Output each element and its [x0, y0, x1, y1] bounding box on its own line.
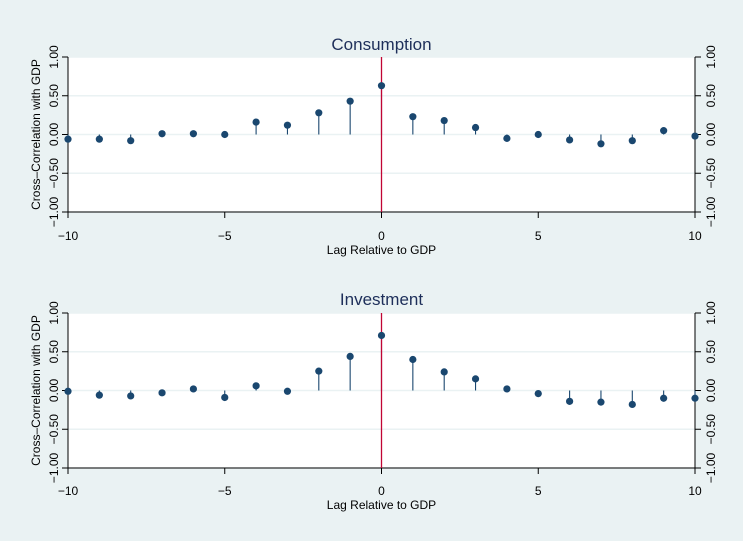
y-tick-label-right: −1.00	[704, 196, 718, 227]
x-tick-label: −10	[58, 229, 79, 243]
data-point	[409, 355, 417, 364]
data-point	[221, 393, 229, 402]
data-point	[597, 140, 605, 148]
y-tick-label-right: 0.50	[704, 84, 718, 108]
data-point	[158, 130, 166, 138]
data-point	[566, 397, 574, 405]
data-point	[127, 137, 135, 145]
chart-title: Investment	[340, 290, 423, 309]
data-point	[660, 127, 668, 135]
y-tick-label-left: 1.00	[47, 45, 61, 69]
y-tick-label-left: −1.00	[47, 452, 61, 483]
data-point	[628, 137, 636, 145]
data-point	[534, 390, 542, 398]
x-axis-title: Lag Relative to GDP	[327, 243, 436, 257]
y-axis-title: Cross–Correlation with GDP	[29, 59, 43, 210]
y-tick-label-left: 0.00	[47, 122, 61, 146]
y-tick-label-right: 0.50	[704, 340, 718, 364]
y-tick-label-right: 0.00	[704, 122, 718, 146]
data-point	[566, 136, 574, 144]
x-tick-label: 0	[378, 484, 385, 498]
data-point	[440, 368, 448, 376]
investment-panel: −10 −5 0 5 10−1.00 −1.00−0.50 −0.500.00 0.000.5…	[29, 290, 718, 512]
data-point	[409, 113, 417, 121]
x-tick-label: 10	[688, 229, 702, 243]
data-point	[283, 121, 292, 129]
chart-title: Consumption	[331, 35, 431, 54]
data-point	[283, 387, 292, 395]
data-point	[691, 394, 699, 402]
y-tick-label-left: 1.00	[47, 301, 61, 325]
data-point	[503, 385, 511, 393]
data-point	[95, 391, 103, 399]
data-point	[252, 118, 260, 126]
y-tick-label-left: 0.50	[47, 84, 61, 108]
x-tick-label: 10	[688, 484, 702, 498]
x-tick-label: −5	[218, 229, 232, 243]
data-point	[315, 367, 323, 375]
data-point	[691, 132, 699, 140]
consumption-panel: −10 −5 0 5 10−1.00 −1.00−0.50 −0.500.00 0.000.5…	[29, 35, 718, 257]
y-axis-title: Cross–Correlation with GDP	[29, 315, 43, 466]
data-point	[189, 130, 197, 138]
x-tick-label: 5	[535, 484, 542, 498]
y-tick-label-right: −0.50	[704, 158, 718, 189]
data-point	[221, 130, 229, 139]
data-point	[64, 135, 72, 143]
data-point	[440, 116, 448, 125]
data-point	[95, 135, 103, 143]
data-point	[346, 97, 354, 105]
y-tick-label-left: −0.50	[47, 158, 61, 189]
y-tick-label-right: −0.50	[704, 414, 718, 445]
x-tick-label: 0	[378, 229, 385, 243]
x-tick-label: −10	[58, 484, 79, 498]
data-point	[377, 82, 386, 90]
data-point	[127, 392, 135, 400]
x-tick-label: −5	[218, 484, 232, 498]
y-tick-label-left: 0.00	[47, 378, 61, 402]
data-point	[660, 394, 668, 402]
data-point	[503, 134, 511, 142]
data-point	[471, 123, 480, 132]
data-point	[534, 130, 542, 139]
y-tick-label-right: 1.00	[704, 45, 718, 69]
data-point	[189, 385, 197, 393]
y-tick-label-left: −1.00	[47, 196, 61, 227]
x-tick-label: 5	[535, 229, 542, 243]
y-tick-label-left: 0.50	[47, 340, 61, 364]
data-point	[252, 382, 260, 390]
y-tick-label-right: 0.00	[704, 378, 718, 402]
y-tick-label-right: 1.00	[704, 301, 718, 325]
x-axis-title: Lag Relative to GDP	[327, 498, 436, 512]
data-point	[158, 389, 166, 397]
data-point	[377, 331, 386, 340]
data-point	[64, 387, 72, 395]
data-point	[346, 352, 354, 360]
data-point	[628, 400, 636, 409]
data-point	[597, 398, 605, 406]
data-point	[471, 375, 480, 383]
y-tick-label-right: −1.00	[704, 452, 718, 483]
data-point	[315, 109, 323, 117]
y-tick-label-left: −0.50	[47, 414, 61, 445]
